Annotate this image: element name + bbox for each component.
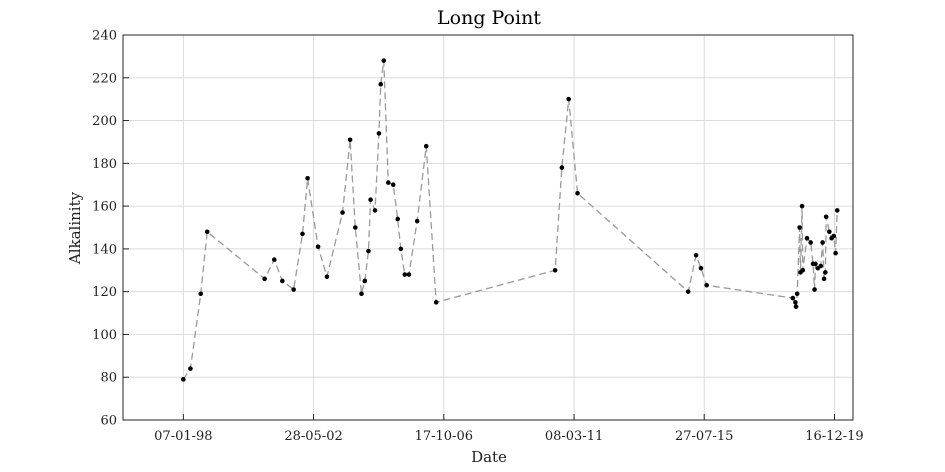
data-point bbox=[821, 276, 827, 282]
data-point bbox=[698, 265, 704, 271]
data-point bbox=[793, 304, 799, 309]
data-point bbox=[362, 278, 368, 284]
data-point bbox=[324, 274, 330, 279]
points-layer bbox=[180, 58, 840, 382]
data-point bbox=[204, 229, 210, 235]
x-tick-label: 17-10-06 bbox=[415, 429, 473, 444]
series-layer bbox=[182, 60, 838, 380]
data-point bbox=[790, 295, 796, 301]
data-point bbox=[353, 225, 358, 230]
y-tick-label: 220 bbox=[92, 71, 117, 86]
y-tick-label: 80 bbox=[100, 371, 117, 386]
data-point bbox=[800, 267, 806, 273]
data-point bbox=[366, 248, 371, 254]
data-point bbox=[799, 203, 805, 209]
chart-title: Long Point bbox=[437, 7, 541, 29]
data-point bbox=[402, 272, 408, 277]
x-tick-label: 16-12-19 bbox=[805, 429, 863, 444]
data-point bbox=[406, 272, 412, 277]
x-tick-label: 28-05-02 bbox=[284, 429, 342, 444]
data-point bbox=[704, 282, 709, 288]
data-point bbox=[376, 131, 382, 136]
data-point bbox=[812, 287, 817, 292]
data-point bbox=[794, 291, 800, 297]
data-point bbox=[359, 291, 364, 297]
data-point bbox=[685, 289, 691, 294]
plot-frame bbox=[122, 34, 854, 421]
data-point bbox=[566, 96, 571, 102]
data-point bbox=[693, 253, 699, 258]
y-tick-label: 140 bbox=[92, 242, 117, 257]
data-point bbox=[188, 366, 193, 371]
data-point bbox=[300, 231, 305, 237]
data-point bbox=[378, 81, 384, 87]
data-point bbox=[305, 176, 310, 181]
data-point bbox=[198, 291, 204, 297]
data-point bbox=[559, 165, 565, 170]
ticks-layer: 60 80 100 120 140 160 180 200 220 240 07-01-98 28-0… bbox=[92, 29, 864, 445]
data-point bbox=[291, 287, 296, 292]
data-point bbox=[386, 180, 391, 185]
data-point bbox=[272, 257, 277, 262]
data-point bbox=[793, 300, 798, 305]
data-point bbox=[280, 278, 285, 284]
y-tick-label: 160 bbox=[92, 200, 117, 215]
data-point bbox=[833, 250, 838, 256]
y-axis-label: Alkalinity bbox=[66, 191, 84, 265]
grid-layer bbox=[123, 34, 853, 421]
data-point bbox=[390, 182, 396, 188]
x-axis-label: Date bbox=[471, 448, 507, 466]
data-point bbox=[823, 214, 829, 220]
data-point bbox=[804, 235, 810, 241]
data-point bbox=[372, 208, 378, 213]
data-point bbox=[180, 377, 186, 382]
alkalinity-series-line bbox=[182, 60, 838, 380]
y-tick-label: 100 bbox=[92, 328, 117, 343]
data-point bbox=[398, 246, 404, 252]
y-tick-label: 200 bbox=[92, 114, 117, 129]
data-point bbox=[575, 190, 580, 196]
x-tick-label: 08-03-11 bbox=[545, 429, 603, 444]
data-point bbox=[818, 263, 824, 269]
data-point bbox=[381, 58, 387, 63]
data-point bbox=[834, 208, 840, 213]
y-tick-label: 60 bbox=[100, 414, 117, 429]
data-point bbox=[820, 240, 825, 245]
y-tick-label: 120 bbox=[92, 285, 117, 300]
x-tick-label: 07-01-98 bbox=[154, 429, 212, 444]
data-point bbox=[831, 233, 837, 239]
data-point bbox=[552, 267, 558, 273]
y-tick-label: 180 bbox=[92, 157, 117, 172]
data-point bbox=[827, 229, 832, 235]
data-point bbox=[813, 261, 818, 267]
data-point bbox=[262, 276, 267, 282]
data-point bbox=[823, 270, 828, 275]
data-point bbox=[395, 216, 401, 222]
data-point bbox=[414, 218, 420, 224]
data-point bbox=[797, 225, 802, 230]
y-tick-label: 240 bbox=[92, 29, 117, 44]
data-point bbox=[340, 210, 345, 215]
data-point bbox=[433, 300, 439, 305]
data-point bbox=[315, 244, 321, 250]
data-point bbox=[808, 240, 813, 245]
x-tick-label: 27-07-15 bbox=[675, 429, 733, 444]
data-point bbox=[368, 197, 373, 202]
data-point bbox=[347, 137, 353, 143]
data-point bbox=[423, 143, 429, 149]
